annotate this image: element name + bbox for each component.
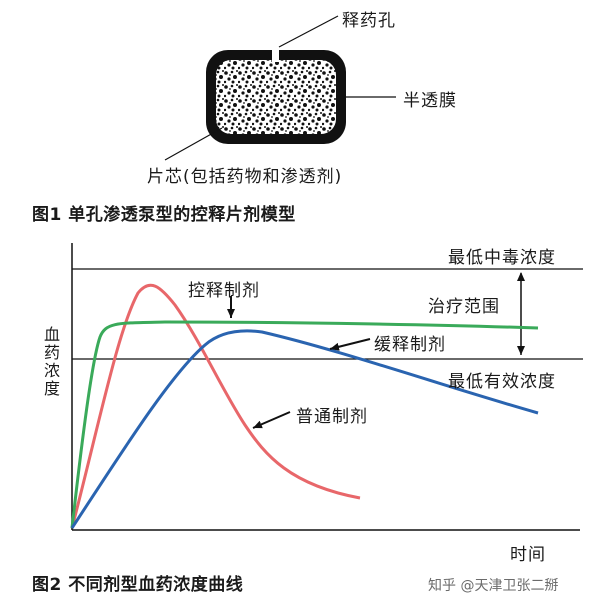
sustained-release-curve (70, 329, 539, 529)
toxic-concentration-label: 最低中毒浓度 (448, 248, 556, 268)
controlled-release-label: 控释制剂 (188, 281, 260, 301)
ordinary-formulation-label: 普通制剂 (296, 407, 368, 427)
tablet-core (216, 60, 336, 134)
effective-concentration-label: 最低有效浓度 (448, 372, 556, 392)
y-axis-label: 血药浓度 (41, 326, 60, 398)
sustained-pointer (329, 338, 371, 351)
core-label: 片芯(包括药物和渗透剂) (147, 167, 343, 187)
membrane-label: 半透膜 (403, 91, 457, 111)
orifice-label: 释药孔 (342, 11, 396, 31)
ordinary-formulation-curve (70, 283, 361, 529)
ordinary-pointer (252, 411, 291, 429)
therapeutic-range-label: 治疗范围 (428, 297, 500, 317)
figure2-caption: 图2 不同剂型血药浓度曲线 (32, 575, 244, 595)
watermark: 知乎 @天津卫张二掰 (428, 578, 559, 594)
core-leader (164, 127, 223, 161)
controlled-release-curve (70, 320, 539, 529)
release-orifice (272, 46, 279, 62)
sustained-release-label: 缓释制剂 (374, 335, 446, 355)
x-axis-label: 时间 (510, 545, 546, 565)
orifice-leader (278, 15, 339, 48)
figure1-caption: 图1 单孔渗透泵型的控释片剂模型 (32, 205, 296, 225)
